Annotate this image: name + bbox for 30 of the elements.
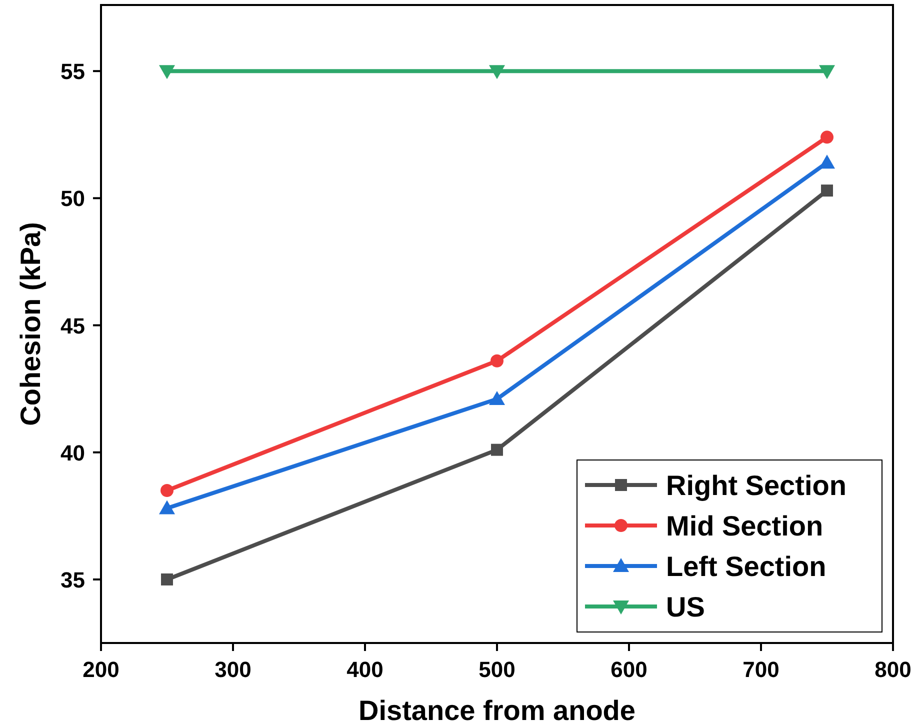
point xyxy=(491,444,503,456)
legend-label: Left Section xyxy=(666,551,826,582)
point xyxy=(821,184,833,197)
point xyxy=(159,65,175,80)
y-tick-label: 50 xyxy=(60,186,85,212)
point xyxy=(489,390,505,405)
x-axis-title: Distance from anode xyxy=(358,695,636,726)
y-axis-title: Cohesion (kPa) xyxy=(15,222,46,426)
y-tick-label: 35 xyxy=(60,567,85,592)
legend-label: Right Section xyxy=(666,470,846,501)
x-tick-label: 300 xyxy=(214,657,252,682)
x-tick-label: 700 xyxy=(742,657,780,682)
legend-label: US xyxy=(666,592,705,622)
y-tick-label: 40 xyxy=(60,440,85,466)
point xyxy=(819,154,835,169)
point xyxy=(819,65,835,80)
x-tick-label: 600 xyxy=(610,657,648,682)
legend-label: Mid Section xyxy=(666,510,824,542)
point xyxy=(161,573,173,586)
x-tick-label: 800 xyxy=(874,657,912,682)
point xyxy=(489,65,505,80)
y-tick-label: 45 xyxy=(60,313,85,338)
x-tick-label: 200 xyxy=(82,657,120,682)
point xyxy=(160,484,174,497)
x-tick-label: 500 xyxy=(478,657,516,682)
point xyxy=(490,354,504,368)
x-tick-label: 400 xyxy=(346,657,384,682)
point xyxy=(820,130,834,144)
y-tick-label: 55 xyxy=(60,59,85,84)
point xyxy=(159,500,175,514)
